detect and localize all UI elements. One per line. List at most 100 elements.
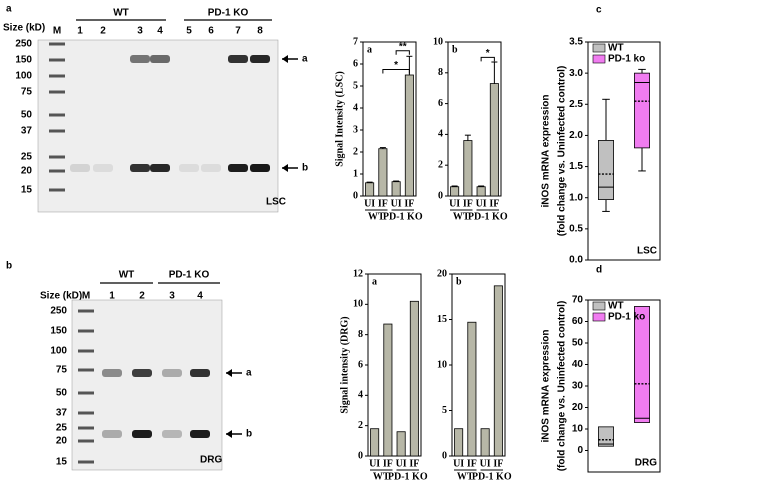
legend-swatch xyxy=(592,54,606,64)
blot-band xyxy=(132,430,152,438)
bar xyxy=(493,285,503,457)
group-label: PD-1 KO xyxy=(208,8,249,19)
bar xyxy=(409,300,419,457)
lane-number: 4 xyxy=(157,26,163,37)
y-axis-label: Signal intensity (DRG) xyxy=(339,316,350,413)
y-tick-label: 6 xyxy=(358,359,363,370)
panel-letter: c xyxy=(596,5,602,16)
y-tick-label: 0 xyxy=(442,450,447,461)
blot-band xyxy=(250,55,270,63)
x-tick-label: IF xyxy=(404,198,414,209)
arrow-head xyxy=(282,55,288,63)
arrow-head xyxy=(226,430,232,438)
bar xyxy=(404,74,414,197)
y-tick-label: 0 xyxy=(358,450,363,461)
panel-letter: d xyxy=(596,265,602,276)
x-tick-label: UI xyxy=(449,198,460,209)
legend-label: PD-1 ko xyxy=(608,54,645,65)
bar xyxy=(454,428,464,457)
group-label: WT xyxy=(119,270,135,281)
bar xyxy=(467,321,477,457)
ladder-band xyxy=(49,188,65,192)
marker-size: 20 xyxy=(56,436,68,447)
band-label: b xyxy=(246,429,252,440)
ladder-band xyxy=(49,129,65,133)
legend-label: WT xyxy=(608,43,624,54)
y-tick-label: 3.5 xyxy=(569,37,583,48)
marker-size: 15 xyxy=(21,185,33,196)
y-tick-label: 10 xyxy=(353,299,363,310)
group-label: PD-1 KO xyxy=(468,211,508,222)
x-tick-label: UI xyxy=(369,458,380,469)
bar xyxy=(450,186,460,197)
plot-frame xyxy=(362,41,417,197)
lane-number: 8 xyxy=(257,26,263,37)
y-tick-label: 7 xyxy=(353,36,358,47)
blot-band xyxy=(130,164,150,172)
significance-bracket xyxy=(480,56,495,62)
lane-number: 2 xyxy=(100,26,106,37)
blot-band xyxy=(150,164,170,172)
marker-size: 250 xyxy=(50,306,67,317)
bar xyxy=(396,431,406,457)
legend-swatch xyxy=(592,301,606,311)
marker-size: 37 xyxy=(56,408,68,419)
y-tick-label: 40 xyxy=(572,359,584,370)
x-tick-label: UI xyxy=(364,198,375,209)
y-tick-label: 2.0 xyxy=(569,130,583,141)
y-tick-label: 30 xyxy=(572,381,584,392)
band-label: a xyxy=(302,54,308,65)
x-tick-label: IF xyxy=(383,458,393,469)
marker-size: 150 xyxy=(50,326,67,337)
tissue-label: DRG xyxy=(200,455,222,466)
significance-mark: * xyxy=(486,48,490,59)
panel-letter: a xyxy=(6,4,12,15)
y-axis-label: (fold change vs. Uninfected control) xyxy=(557,66,568,237)
y-tick-label: 2 xyxy=(353,146,358,157)
subchart-letter: a xyxy=(372,276,377,287)
tissue-label: LSC xyxy=(266,197,286,208)
y-tick-label: 6 xyxy=(438,98,443,109)
marker-size: 150 xyxy=(15,55,32,66)
lane-number: 2 xyxy=(139,291,145,302)
x-tick-label: IF xyxy=(489,198,499,209)
y-axis-label: iNOS mRNA expression xyxy=(541,95,552,208)
size-label: Size (kD) xyxy=(40,291,82,302)
y-tick-label: 4 xyxy=(438,129,443,140)
significance-bracket xyxy=(382,69,410,74)
significance-bracket xyxy=(395,50,410,55)
blot-band xyxy=(228,55,248,63)
x-tick-label: IF xyxy=(409,458,419,469)
marker-size: 100 xyxy=(50,346,67,357)
bar xyxy=(463,140,473,197)
ladder-band xyxy=(49,113,65,117)
blot-band xyxy=(179,164,199,172)
blot-band xyxy=(190,369,210,377)
lane-number: 1 xyxy=(109,291,115,302)
y-tick-label: 0 xyxy=(577,445,583,456)
y-tick-label: 1 xyxy=(353,168,358,179)
y-tick-label: 2 xyxy=(358,420,363,431)
ladder-band xyxy=(78,426,94,430)
lane-number: 6 xyxy=(208,26,214,37)
group-label: WT xyxy=(368,211,385,222)
y-tick-label: 2.5 xyxy=(569,99,583,110)
y-tick-label: 4 xyxy=(358,390,363,401)
group-label: WT xyxy=(457,471,474,482)
ladder-band xyxy=(78,411,94,415)
ladder-band xyxy=(78,391,94,395)
y-tick-label: 50 xyxy=(572,338,584,349)
y-tick-label: 1.0 xyxy=(569,192,583,203)
box xyxy=(634,306,650,423)
bar xyxy=(383,323,393,457)
significance-mark: * xyxy=(394,60,398,71)
lane-number: 7 xyxy=(235,26,241,37)
y-tick-label: 0.0 xyxy=(569,255,583,266)
marker-size: 25 xyxy=(21,152,33,163)
bar xyxy=(378,148,388,197)
x-tick-label: IF xyxy=(493,458,503,469)
panel-letter: b xyxy=(6,261,12,272)
blot-band xyxy=(70,164,90,172)
